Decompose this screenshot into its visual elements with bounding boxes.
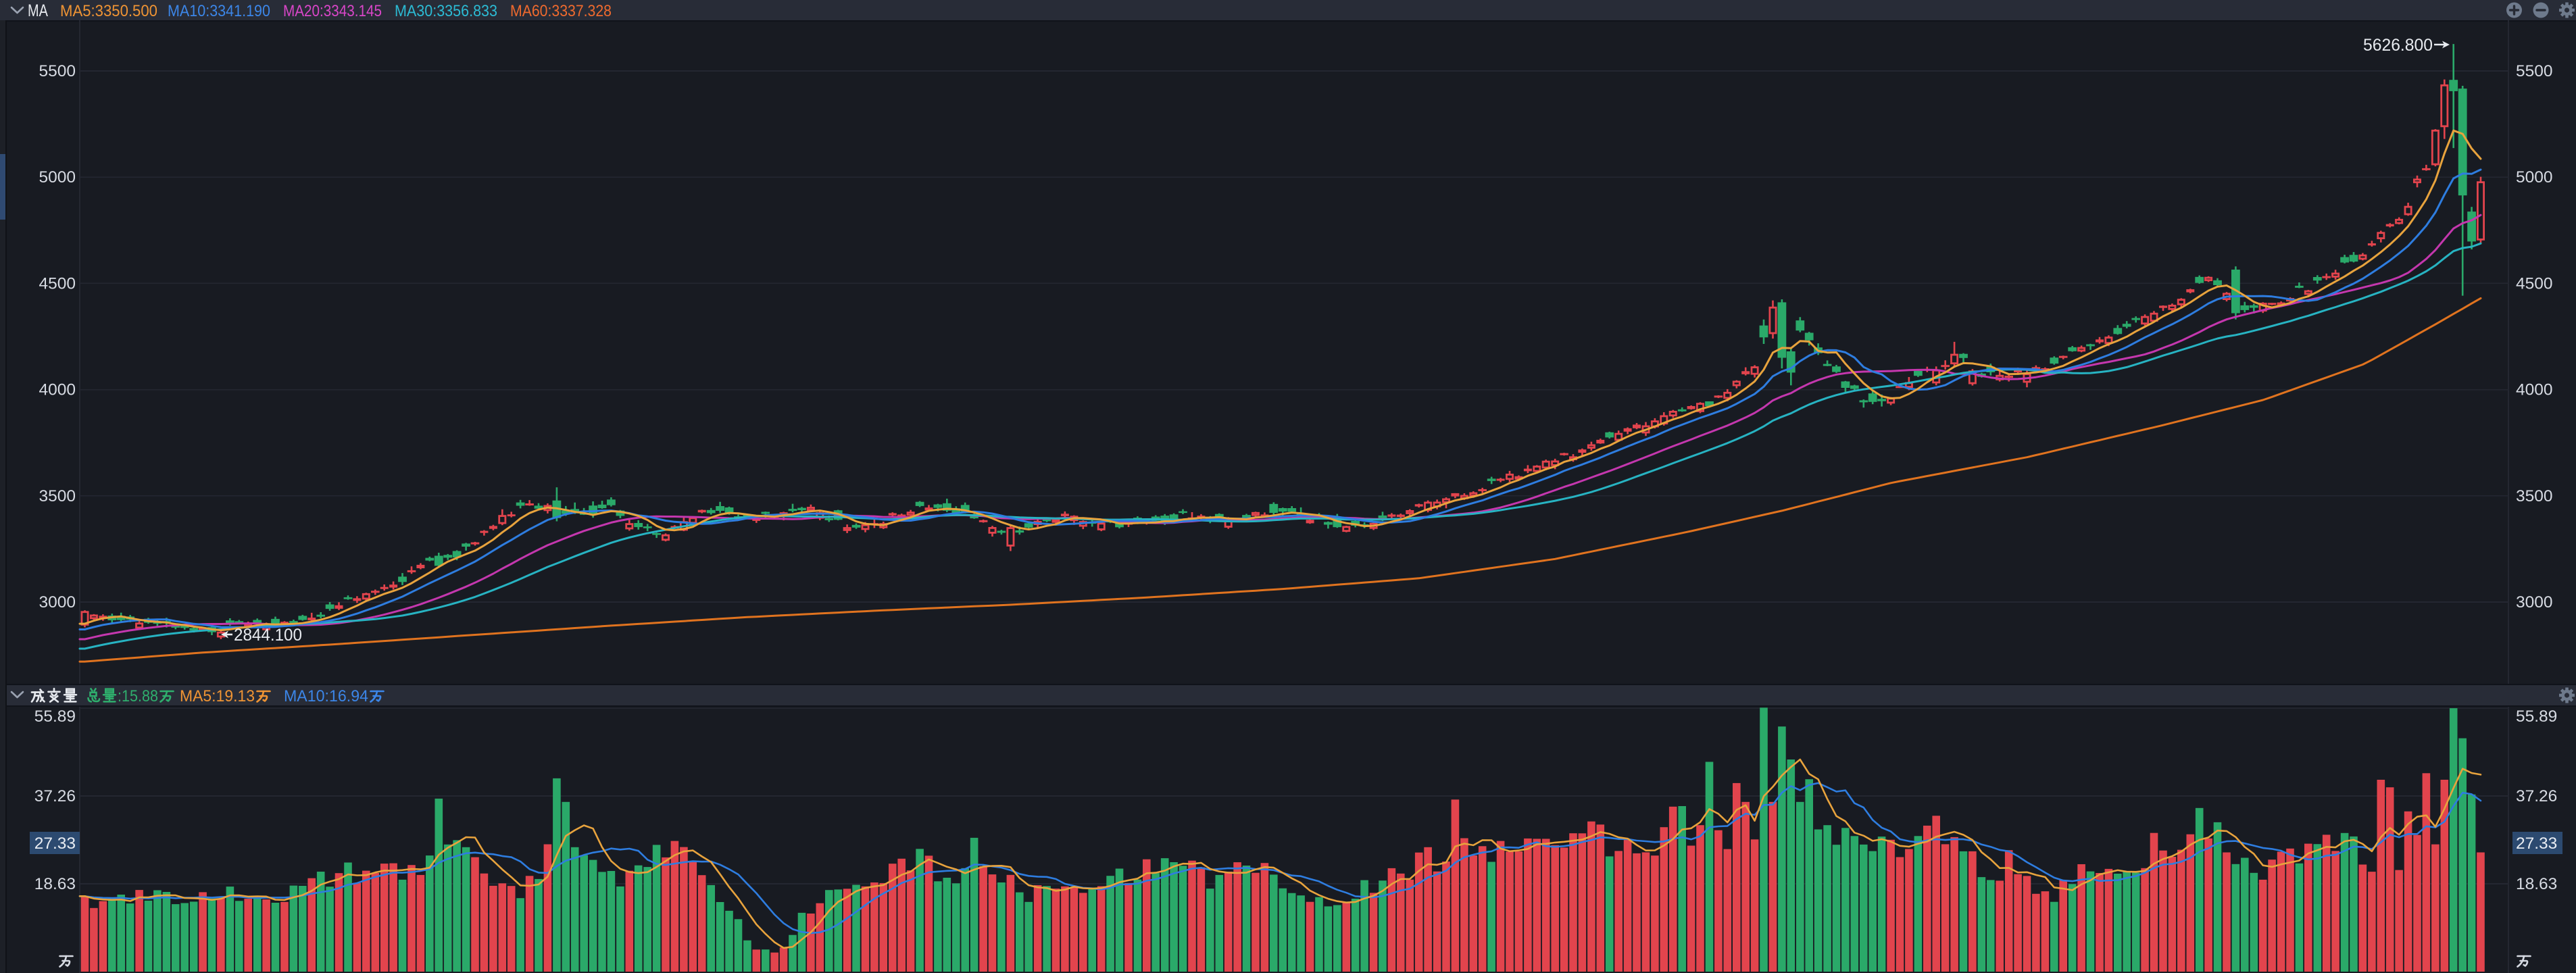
svg-text:3000: 3000 (39, 593, 76, 612)
svg-text:18.63: 18.63 (34, 875, 76, 893)
svg-text:18.63: 18.63 (2516, 875, 2557, 893)
svg-text:2844.100: 2844.100 (234, 626, 302, 645)
svg-text:MA20:3343.145: MA20:3343.145 (283, 2, 382, 20)
svg-text:5626.800: 5626.800 (2363, 36, 2433, 55)
svg-text:MA30:3356.833: MA30:3356.833 (395, 2, 497, 20)
svg-text:37.26: 37.26 (34, 787, 76, 805)
svg-text:55.89: 55.89 (34, 707, 76, 726)
svg-text:MA5:3350.500: MA5:3350.500 (60, 2, 157, 20)
svg-text:5000: 5000 (39, 168, 76, 186)
svg-text:MA10:3341.190: MA10:3341.190 (168, 2, 270, 20)
svg-text:55.89: 55.89 (2516, 707, 2557, 726)
svg-text:4500: 4500 (39, 274, 76, 293)
svg-text:MA5:19.13: MA5:19.13 (180, 687, 255, 705)
svg-text:37.26: 37.26 (2516, 787, 2557, 805)
svg-text:5000: 5000 (2516, 168, 2553, 186)
svg-text:5500: 5500 (2516, 62, 2553, 80)
svg-text:4500: 4500 (2516, 274, 2553, 293)
svg-text:MA10:16.94: MA10:16.94 (284, 687, 368, 705)
svg-text:MA: MA (28, 1, 48, 20)
svg-text:3000: 3000 (2516, 593, 2553, 612)
svg-text:4000: 4000 (39, 381, 76, 399)
svg-text:4000: 4000 (2516, 381, 2553, 399)
svg-text:3500: 3500 (2516, 487, 2553, 505)
svg-text:27.33: 27.33 (34, 834, 76, 853)
svg-text::15.88: :15.88 (118, 687, 158, 705)
svg-text:MA60:3337.328: MA60:3337.328 (510, 2, 612, 20)
svg-text:3500: 3500 (39, 487, 76, 505)
svg-text:5500: 5500 (39, 62, 76, 80)
svg-text:27.33: 27.33 (2516, 834, 2557, 853)
